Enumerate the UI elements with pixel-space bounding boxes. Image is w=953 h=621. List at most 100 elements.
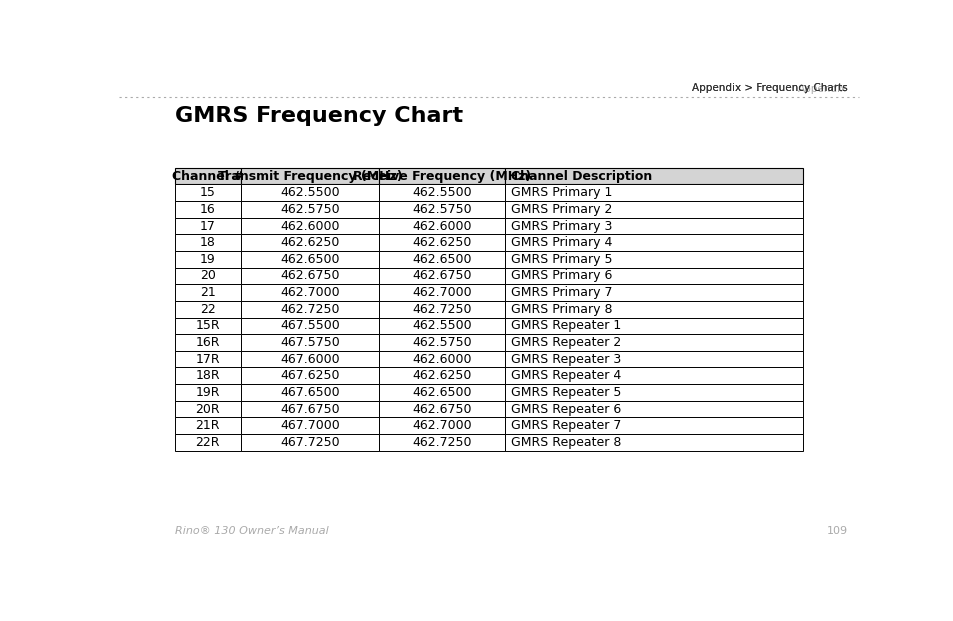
Bar bbox=[504, 251, 802, 268]
Bar bbox=[174, 368, 240, 384]
Bar bbox=[240, 401, 378, 417]
Text: 20R: 20R bbox=[195, 402, 220, 415]
Text: GMRS Repeater 3: GMRS Repeater 3 bbox=[511, 353, 620, 366]
Text: 462.6000: 462.6000 bbox=[280, 219, 339, 232]
Text: GMRS Repeater 2: GMRS Repeater 2 bbox=[511, 336, 620, 349]
Text: 462.5500: 462.5500 bbox=[412, 186, 471, 199]
Bar bbox=[174, 351, 240, 368]
Text: 462.5750: 462.5750 bbox=[280, 203, 339, 216]
Bar bbox=[504, 368, 802, 384]
Bar bbox=[378, 268, 504, 284]
Text: GMRS Repeater 8: GMRS Repeater 8 bbox=[511, 436, 620, 449]
Bar bbox=[174, 334, 240, 351]
Text: Appendix > Frequency Charts: Appendix > Frequency Charts bbox=[691, 83, 846, 93]
Bar bbox=[504, 417, 802, 434]
Bar bbox=[378, 284, 504, 301]
Bar bbox=[504, 351, 802, 368]
Text: 18R: 18R bbox=[195, 369, 220, 383]
Bar bbox=[504, 334, 802, 351]
Bar bbox=[378, 201, 504, 218]
Text: GMRS Primary 3: GMRS Primary 3 bbox=[511, 219, 612, 232]
Text: 467.6000: 467.6000 bbox=[280, 353, 339, 366]
Text: 22R: 22R bbox=[195, 436, 220, 449]
Text: GMRS Primary 4: GMRS Primary 4 bbox=[511, 236, 612, 249]
Text: 467.6500: 467.6500 bbox=[280, 386, 339, 399]
Bar bbox=[378, 234, 504, 251]
Text: 21: 21 bbox=[199, 286, 215, 299]
Bar bbox=[174, 301, 240, 317]
Text: 462.6500: 462.6500 bbox=[412, 386, 471, 399]
Text: GMRS Repeater 4: GMRS Repeater 4 bbox=[511, 369, 620, 383]
Text: GMRS Primary 8: GMRS Primary 8 bbox=[511, 302, 612, 315]
Bar bbox=[504, 268, 802, 284]
Bar bbox=[174, 401, 240, 417]
Bar bbox=[240, 368, 378, 384]
Bar bbox=[504, 218, 802, 234]
Bar bbox=[174, 384, 240, 401]
Bar bbox=[378, 218, 504, 234]
Bar bbox=[240, 284, 378, 301]
Bar bbox=[240, 251, 378, 268]
Bar bbox=[378, 334, 504, 351]
Bar bbox=[378, 434, 504, 451]
Bar bbox=[240, 201, 378, 218]
Text: GMRS Repeater 5: GMRS Repeater 5 bbox=[511, 386, 620, 399]
Text: GMRS Repeater 6: GMRS Repeater 6 bbox=[511, 402, 620, 415]
Bar bbox=[240, 417, 378, 434]
Bar bbox=[504, 301, 802, 317]
Bar bbox=[174, 234, 240, 251]
Bar bbox=[240, 168, 378, 184]
Bar bbox=[378, 351, 504, 368]
Text: 15: 15 bbox=[199, 186, 215, 199]
Text: 462.7000: 462.7000 bbox=[412, 286, 471, 299]
Text: 21R: 21R bbox=[195, 419, 220, 432]
Text: 462.6500: 462.6500 bbox=[280, 253, 339, 266]
Bar bbox=[240, 334, 378, 351]
Text: 467.7000: 467.7000 bbox=[279, 419, 339, 432]
Bar bbox=[378, 417, 504, 434]
Text: 16: 16 bbox=[199, 203, 215, 216]
Text: 462.5500: 462.5500 bbox=[280, 186, 339, 199]
Text: Rino® 130 Owner’s Manual: Rino® 130 Owner’s Manual bbox=[174, 526, 328, 536]
Text: 462.6750: 462.6750 bbox=[280, 270, 339, 283]
Text: 462.7250: 462.7250 bbox=[280, 302, 339, 315]
Text: 15R: 15R bbox=[195, 319, 220, 332]
Text: 462.7250: 462.7250 bbox=[412, 436, 471, 449]
Bar bbox=[504, 284, 802, 301]
Text: 462.7000: 462.7000 bbox=[412, 419, 471, 432]
Text: Appendix > Frequency Charts: Appendix > Frequency Charts bbox=[691, 83, 846, 93]
Bar bbox=[174, 284, 240, 301]
Bar bbox=[504, 317, 802, 334]
Text: 462.5500: 462.5500 bbox=[412, 319, 471, 332]
Text: 462.5750: 462.5750 bbox=[412, 203, 471, 216]
Bar bbox=[378, 384, 504, 401]
Text: 462.6750: 462.6750 bbox=[412, 270, 471, 283]
Text: 462.7000: 462.7000 bbox=[280, 286, 339, 299]
Bar bbox=[240, 434, 378, 451]
Bar bbox=[174, 168, 240, 184]
Bar bbox=[240, 351, 378, 368]
Text: Channel Description: Channel Description bbox=[511, 170, 652, 183]
Bar bbox=[174, 317, 240, 334]
Bar bbox=[174, 184, 240, 201]
Bar bbox=[174, 268, 240, 284]
Text: 19: 19 bbox=[199, 253, 215, 266]
Bar bbox=[378, 168, 504, 184]
Bar bbox=[240, 384, 378, 401]
Text: 462.6250: 462.6250 bbox=[412, 236, 471, 249]
Text: 109: 109 bbox=[825, 526, 846, 536]
Bar bbox=[504, 184, 802, 201]
Text: 462.6250: 462.6250 bbox=[280, 236, 339, 249]
Text: Channel #: Channel # bbox=[172, 170, 243, 183]
Text: 18: 18 bbox=[199, 236, 215, 249]
Text: 462.5750: 462.5750 bbox=[412, 336, 471, 349]
Text: GMRS Primary 5: GMRS Primary 5 bbox=[511, 253, 612, 266]
Bar bbox=[504, 201, 802, 218]
Text: 20: 20 bbox=[199, 270, 215, 283]
Bar bbox=[240, 234, 378, 251]
Text: 462.6250: 462.6250 bbox=[412, 369, 471, 383]
Bar bbox=[240, 317, 378, 334]
Bar bbox=[240, 218, 378, 234]
Text: 19R: 19R bbox=[195, 386, 220, 399]
Text: Transmit Frequency (MHz): Transmit Frequency (MHz) bbox=[217, 170, 402, 183]
